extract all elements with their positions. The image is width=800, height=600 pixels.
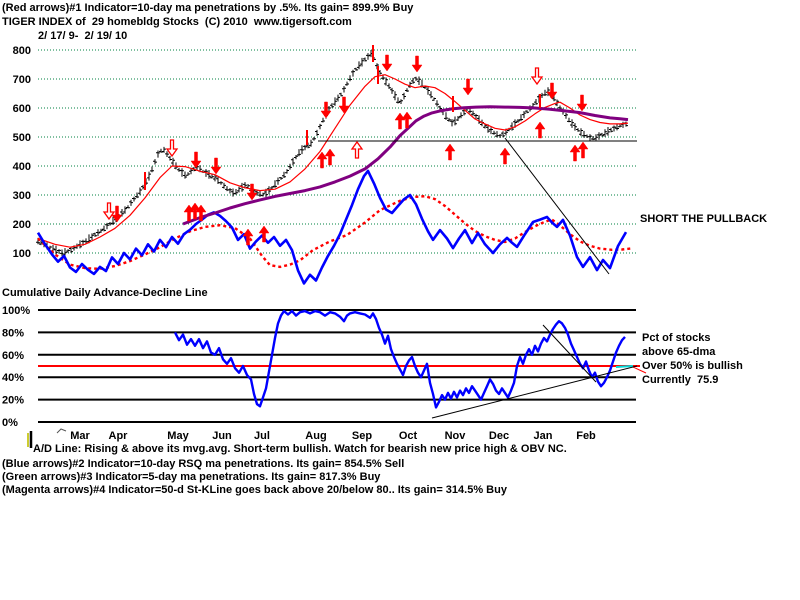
buy-arrow-25 xyxy=(499,147,511,165)
month-label-jun: Jun xyxy=(212,430,232,442)
upper-ytick-500: 500 xyxy=(13,132,31,144)
buy-arrow-20 xyxy=(324,148,336,166)
chart-title: TIGER INDEX of 29 homebldg Stocks (C) 20… xyxy=(2,16,352,28)
obv-blue xyxy=(36,169,628,285)
price-downtrend-line xyxy=(504,137,610,275)
month-label-nov: Nov xyxy=(445,430,467,442)
upper-ytick-800: 800 xyxy=(13,45,31,57)
date-range: 2/ 17/ 9- 2/ 19/ 10 xyxy=(38,30,128,42)
indicator3-caption: (Green arrows)#3 Indicator=5-day ma pene… xyxy=(2,471,381,483)
sell-arrow-1 xyxy=(111,205,123,223)
buy-arrow-27 xyxy=(569,144,581,162)
month-label-dec: Dec xyxy=(489,430,509,442)
footer-ad-comment: A/D Line: Rising & above its mvg.avg. Sh… xyxy=(33,443,567,455)
lower-ytick-20: 20% xyxy=(2,395,24,407)
ma-10day-thin-red xyxy=(37,74,629,248)
buy-arrow-22 xyxy=(394,112,406,130)
cyan-marker xyxy=(615,365,634,368)
indicator4-caption: (Magenta arrows)#4 Indicator=50-d St-KLi… xyxy=(2,484,507,496)
month-label-may: May xyxy=(167,430,189,442)
axis-stub-mark xyxy=(56,428,67,434)
buy-arrow-24 xyxy=(444,143,456,161)
red-pointer-tick xyxy=(632,366,647,374)
upper-ytick-600: 600 xyxy=(13,103,31,115)
indicator1-caption: (Red arrows)#1 Indicator=10-day ma penet… xyxy=(2,2,414,14)
short-pullback-note: SHORT THE PULLBACK xyxy=(640,213,768,225)
sell-arrow-9 xyxy=(411,55,423,73)
buy-arrow-18 xyxy=(258,225,270,243)
buy-arrow-26 xyxy=(534,121,546,139)
sell-arrow-0 xyxy=(102,202,116,221)
lower-ytick-60: 60% xyxy=(2,350,24,362)
ma-65day-purple xyxy=(182,105,629,226)
sell-arrow-10 xyxy=(462,78,474,96)
lower-ytick-40: 40% xyxy=(2,372,24,384)
buy-arrow-28 xyxy=(577,141,589,159)
month-label-mar: Mar xyxy=(70,430,90,442)
pct-note-current: Currently 75.9 xyxy=(642,374,719,386)
buy-arrow-21 xyxy=(350,140,364,159)
ad-line-label: Cumulative Daily Advance-Decline Line xyxy=(2,287,208,299)
month-label-sep: Sep xyxy=(352,430,372,442)
lower-trendline-1 xyxy=(542,324,597,383)
sell-arrow-7 xyxy=(338,96,350,114)
sell-arrow-13 xyxy=(576,94,588,112)
upper-ytick-400: 400 xyxy=(13,161,31,173)
buy-arrow-19 xyxy=(316,151,328,169)
pct-note-line3: Over 50% is bullish xyxy=(642,360,743,372)
buy-arrow-15 xyxy=(189,202,201,220)
pct-note-line1: Pct of stocks xyxy=(642,332,711,344)
sell-arrow-12 xyxy=(546,82,558,100)
sell-arrow-11 xyxy=(530,67,544,86)
sell-arrow-8 xyxy=(381,54,393,72)
upper-ytick-300: 300 xyxy=(13,190,31,202)
month-label-feb: Feb xyxy=(576,430,596,442)
buy-arrow-17 xyxy=(242,228,254,246)
lower-ytick-100: 100% xyxy=(2,305,30,317)
indicator2-caption: (Blue arrows)#2 Indicator=10-day RSQ ma … xyxy=(2,458,405,470)
month-label-aug: Aug xyxy=(305,430,326,442)
month-label-jul: Jul xyxy=(254,430,270,442)
pct-note-line2: above 65-dma xyxy=(642,346,716,358)
sell-arrow-2 xyxy=(165,139,179,158)
sell-arrow-5 xyxy=(246,183,258,201)
lower-ytick-80: 80% xyxy=(2,327,24,339)
upper-ytick-700: 700 xyxy=(13,74,31,86)
month-label-jan: Jan xyxy=(534,430,553,442)
sell-arrow-6 xyxy=(320,101,332,119)
sell-arrow-3 xyxy=(190,151,202,169)
month-label-apr: Apr xyxy=(109,430,129,442)
upper-ytick-200: 200 xyxy=(13,219,31,231)
buy-arrow-23 xyxy=(401,111,413,129)
buy-arrow-16 xyxy=(195,204,207,222)
pct-above-65dma-blue xyxy=(173,309,626,409)
upper-ytick-100: 100 xyxy=(13,248,31,260)
month-label-oct: Oct xyxy=(399,430,418,442)
sell-arrow-4 xyxy=(210,157,222,175)
lower-trendline-0 xyxy=(431,365,638,419)
lower-ytick-0: 0% xyxy=(2,417,18,429)
